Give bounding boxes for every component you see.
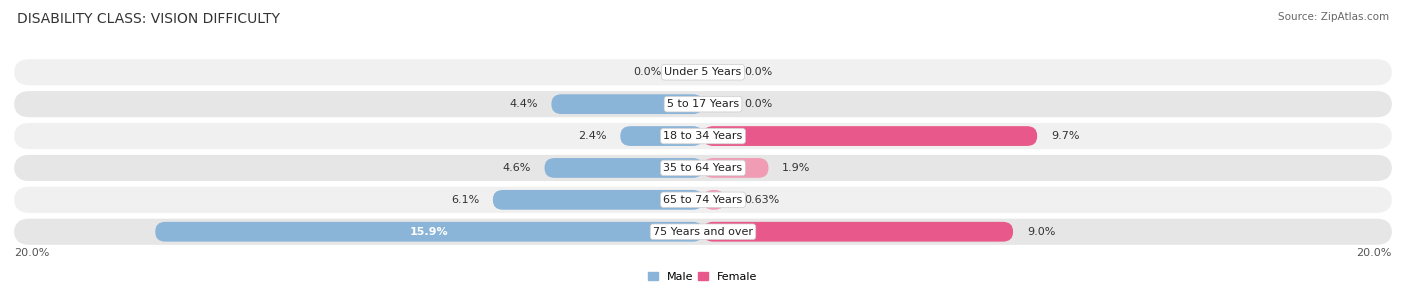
Text: 9.7%: 9.7% xyxy=(1050,131,1080,141)
Text: 1.9%: 1.9% xyxy=(782,163,811,173)
FancyBboxPatch shape xyxy=(155,222,703,242)
FancyBboxPatch shape xyxy=(544,158,703,178)
FancyBboxPatch shape xyxy=(703,190,724,210)
Text: 0.0%: 0.0% xyxy=(634,67,662,77)
Text: Under 5 Years: Under 5 Years xyxy=(665,67,741,77)
Text: 0.63%: 0.63% xyxy=(744,195,779,205)
FancyBboxPatch shape xyxy=(14,155,1392,181)
Text: 15.9%: 15.9% xyxy=(409,227,449,237)
FancyBboxPatch shape xyxy=(14,91,1392,117)
FancyBboxPatch shape xyxy=(14,187,1392,213)
FancyBboxPatch shape xyxy=(14,123,1392,149)
Legend: Male, Female: Male, Female xyxy=(644,268,762,287)
Text: 20.0%: 20.0% xyxy=(1357,248,1392,258)
Text: DISABILITY CLASS: VISION DIFFICULTY: DISABILITY CLASS: VISION DIFFICULTY xyxy=(17,12,280,26)
Text: 65 to 74 Years: 65 to 74 Years xyxy=(664,195,742,205)
Text: Source: ZipAtlas.com: Source: ZipAtlas.com xyxy=(1278,12,1389,22)
Text: 0.0%: 0.0% xyxy=(744,99,772,109)
Text: 0.0%: 0.0% xyxy=(744,67,772,77)
FancyBboxPatch shape xyxy=(703,158,769,178)
FancyBboxPatch shape xyxy=(703,222,1012,242)
Text: 4.4%: 4.4% xyxy=(509,99,537,109)
Text: 75 Years and over: 75 Years and over xyxy=(652,227,754,237)
Text: 5 to 17 Years: 5 to 17 Years xyxy=(666,99,740,109)
FancyBboxPatch shape xyxy=(14,59,1392,85)
Text: 2.4%: 2.4% xyxy=(578,131,606,141)
FancyBboxPatch shape xyxy=(14,219,1392,245)
FancyBboxPatch shape xyxy=(551,94,703,114)
Text: 6.1%: 6.1% xyxy=(451,195,479,205)
Text: 20.0%: 20.0% xyxy=(14,248,49,258)
Text: 18 to 34 Years: 18 to 34 Years xyxy=(664,131,742,141)
Text: 4.6%: 4.6% xyxy=(502,163,531,173)
FancyBboxPatch shape xyxy=(494,190,703,210)
Text: 9.0%: 9.0% xyxy=(1026,227,1054,237)
FancyBboxPatch shape xyxy=(703,126,1038,146)
Text: 35 to 64 Years: 35 to 64 Years xyxy=(664,163,742,173)
FancyBboxPatch shape xyxy=(620,126,703,146)
